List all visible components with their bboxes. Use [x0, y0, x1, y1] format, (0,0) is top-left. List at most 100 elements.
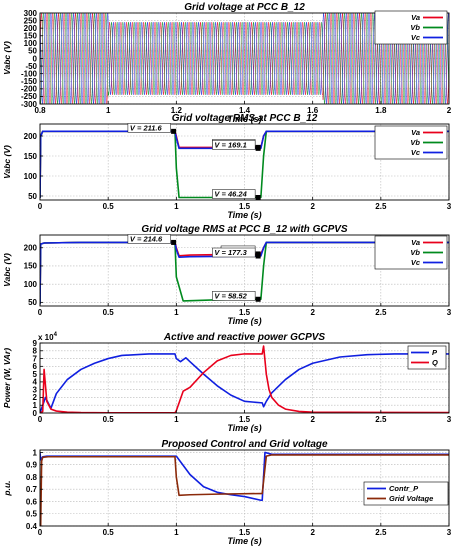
datatip-label: V = 214.6: [130, 234, 163, 243]
legend-label: Q: [432, 358, 438, 367]
y-tick-label: 150: [24, 32, 38, 41]
y-tick-label: 0.6: [26, 497, 38, 506]
legend-label: Vc: [411, 33, 421, 42]
datatip-marker: [171, 128, 177, 134]
x-axis-label: Time (s): [227, 114, 261, 124]
x-tick-label: 0.5: [103, 308, 115, 317]
y-tick-label: 0: [33, 54, 38, 63]
x-axis-label: Time (s): [227, 316, 261, 326]
y-tick-label: 0.5: [26, 510, 38, 519]
x-axis-label: Time (s): [227, 423, 261, 433]
datatip-label: V = 46.24: [214, 190, 247, 199]
x-tick-label: 1.5: [239, 308, 251, 317]
legend-label: Vb: [410, 138, 420, 147]
datatip-box: [212, 247, 256, 258]
series-line-vb: [40, 13, 449, 104]
x-tick-label: 1.2: [171, 106, 183, 115]
legend-label: P: [432, 348, 438, 357]
y-tick-label: -250: [21, 92, 38, 101]
chart-panel-5: 0 0.5 1 1.5 2 2.5 30.40.50.60.70.80.91Proposed…: [2, 439, 452, 546]
x-tick-label: 0: [38, 202, 43, 211]
y-tick-label: 50: [28, 192, 37, 201]
x-tick-label: 1.4: [239, 106, 251, 115]
y-axis-label: Vabc (V): [2, 253, 12, 287]
legend: PQ: [407, 345, 447, 370]
y-tick-label: 100: [24, 172, 38, 181]
x-tick-label: 1: [174, 308, 179, 317]
x-tick-label: 1.5: [239, 415, 251, 424]
datatip-box: [212, 140, 256, 150]
legend-label: Grid Voltage: [389, 494, 433, 503]
x-tick-label: 0: [38, 308, 43, 317]
datatip-label: V = 169.1: [214, 140, 246, 149]
datatip-marker: [255, 296, 261, 302]
x-tick-label: 2: [310, 308, 315, 317]
x-tick-label: 0: [38, 528, 43, 537]
datatip-label: V = 211.6: [130, 123, 163, 132]
datatip-box: [212, 291, 256, 301]
chart-panel-2: 0 0.5 1 1.5 2 2.5 3 50 100 150 200 Grid voltage RMS…: [2, 113, 452, 220]
x-tick-label: 1: [106, 106, 111, 115]
y-axis-label: Power (W, VAr): [2, 348, 12, 408]
y-axis-label: Vabc (V): [2, 41, 12, 75]
y-tick-label: 50: [28, 47, 37, 56]
legend-box: [407, 345, 447, 370]
y-tick-label: 9: [33, 339, 38, 348]
chart-panel-1: 0.8 1 1.2 1.4 1.6 1.8 2 -300-250-200-150-100-50…: [2, 2, 452, 124]
datatip-box: [127, 234, 171, 244]
x-tick-label: 0.5: [103, 202, 115, 211]
legend-label: Contr_P: [389, 484, 419, 493]
y-exponent-power: 4: [54, 332, 58, 338]
legend-label: Va: [411, 13, 420, 22]
y-tick-label: 2: [33, 393, 38, 402]
datatip-label: V = 58.52: [214, 291, 247, 300]
y-tick-label: 1: [33, 401, 38, 410]
y-tick-label: 4: [33, 378, 38, 387]
legend-label: Vc: [411, 148, 421, 157]
y-tick-label: 100: [24, 280, 38, 289]
datatip-box: [212, 189, 256, 199]
series-line-vc: [40, 241, 449, 305]
x-tick-label: 3: [447, 202, 452, 211]
x-axis-label: Time (s): [227, 536, 261, 546]
y-tick-label: 300: [24, 9, 38, 18]
y-tick-label: 50: [28, 298, 37, 307]
x-tick-label: 0: [38, 415, 43, 424]
y-tick-label: 0.8: [26, 473, 38, 482]
series-line-p: [40, 353, 449, 413]
legend-label: Va: [411, 238, 420, 247]
x-tick-label: 1.5: [239, 202, 251, 211]
y-axis-label: p.u.: [2, 480, 12, 496]
x-tick-label: 1: [174, 202, 179, 211]
y-tick-label: -300: [21, 100, 38, 109]
datatip-marker: [171, 239, 177, 245]
chart-title: Proposed Control and Grid voltage: [161, 439, 328, 450]
legend-label: Vb: [410, 248, 420, 257]
x-tick-label: 2.5: [375, 528, 387, 537]
y-tick-label: 100: [24, 39, 38, 48]
y-tick-label: 5: [33, 370, 38, 379]
legend-label: Vb: [410, 23, 420, 32]
chart-title: Active and reactive power GCPVS: [163, 332, 326, 343]
y-tick-label: 1: [33, 448, 38, 457]
x-tick-label: 3: [447, 308, 452, 317]
x-axis-label: Time (s): [227, 210, 261, 220]
x-tick-label: 1.6: [307, 106, 319, 115]
plot-area: [40, 130, 449, 199]
y-tick-label: -150: [21, 77, 38, 86]
y-tick-label: 0.7: [26, 485, 38, 494]
datatip-marker: [255, 195, 261, 201]
plot-area: [40, 345, 449, 413]
y-tick-label: 8: [33, 347, 38, 356]
y-tick-label: -50: [25, 62, 37, 71]
x-tick-label: 1: [174, 528, 179, 537]
x-tick-label: 2: [310, 415, 315, 424]
plot-area: [40, 241, 449, 305]
y-tick-label: -200: [21, 85, 38, 94]
datatip-marker: [255, 253, 261, 259]
x-tick-label: 2: [310, 528, 315, 537]
y-tick-label: 6: [33, 362, 38, 371]
